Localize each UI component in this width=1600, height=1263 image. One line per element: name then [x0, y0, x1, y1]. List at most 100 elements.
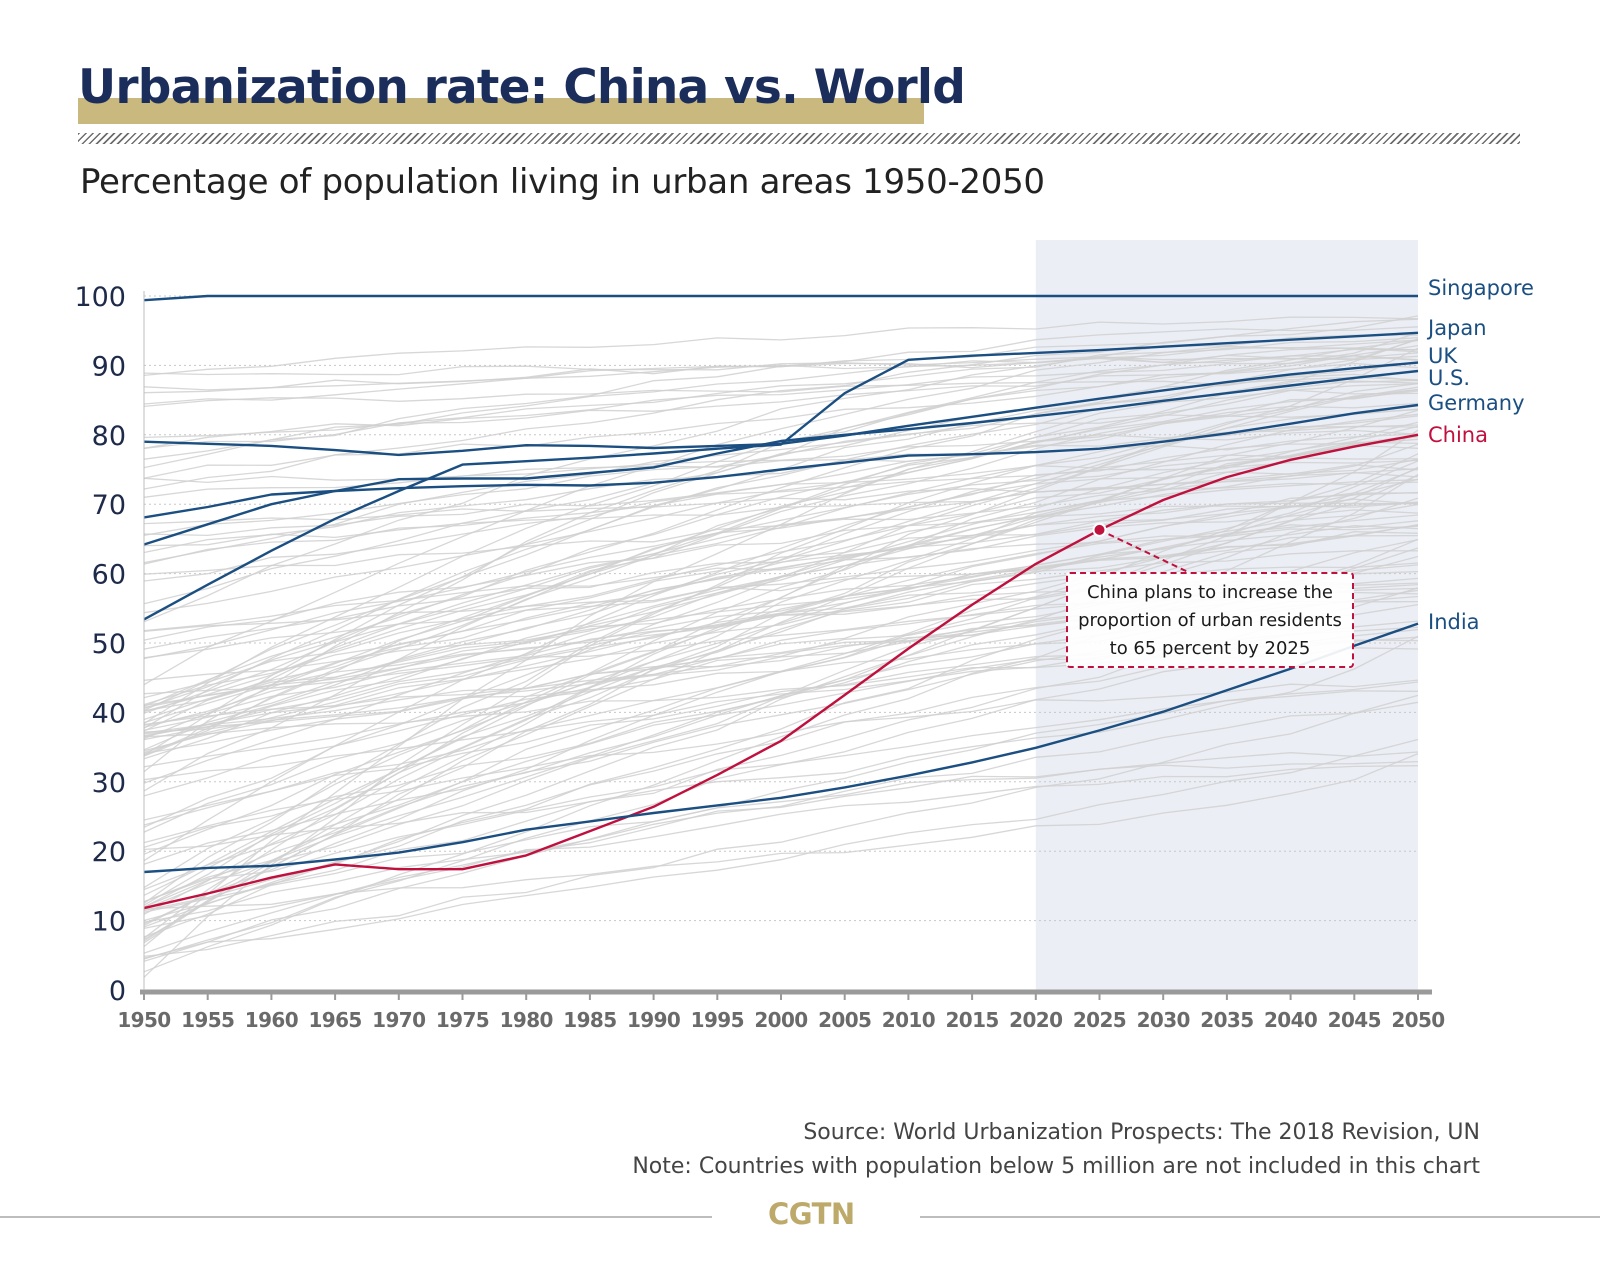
background-country-line	[143, 438, 1419, 944]
background-country-lines-layer	[143, 315, 1419, 978]
series-line-us	[143, 369, 1419, 546]
x-tick-label-2015: 2015	[945, 1008, 998, 1032]
x-tick-label-2040: 2040	[1264, 1008, 1317, 1032]
x-tick-label-1955: 1955	[181, 1008, 234, 1032]
footer-rule-left	[0, 1216, 712, 1218]
series-label-germany: Germany	[1428, 391, 1525, 415]
background-country-line	[143, 502, 1419, 721]
background-country-line	[143, 389, 1419, 711]
x-tick-label-2020: 2020	[1009, 1008, 1062, 1032]
annotation-leader-line	[1099, 528, 1189, 573]
background-country-line	[143, 524, 1419, 707]
background-country-line	[143, 453, 1419, 938]
background-country-line	[143, 471, 1419, 660]
background-country-line	[143, 355, 1419, 449]
y-tick-label-40: 40	[92, 698, 126, 729]
background-country-line	[143, 457, 1419, 732]
background-country-line	[143, 354, 1419, 376]
background-country-line	[143, 491, 1419, 855]
series-line-china	[143, 433, 1419, 910]
x-tick-label-1990: 1990	[627, 1008, 680, 1032]
annotation-layer	[1092, 522, 1189, 573]
background-country-line	[143, 380, 1419, 757]
background-country-line	[143, 390, 1419, 756]
series-label-us: U.S.	[1428, 366, 1470, 390]
series-label-india: India	[1428, 610, 1480, 634]
y-tick-label-80: 80	[92, 421, 126, 452]
background-country-line	[143, 373, 1419, 408]
background-country-line	[143, 326, 1419, 469]
background-country-line	[143, 681, 1419, 962]
y-tick-label-70: 70	[92, 490, 126, 521]
series-label-singapore: Singapore	[1428, 276, 1534, 300]
annotation-line-2: proportion of urban residents	[1078, 610, 1342, 631]
background-country-line	[143, 434, 1419, 862]
chart-title: Urbanization rate: China vs. World	[78, 60, 966, 115]
y-tick-label-30: 30	[92, 768, 126, 799]
background-country-line	[143, 501, 1419, 706]
x-tick-label-2035: 2035	[1200, 1008, 1253, 1032]
x-tick-label-2030: 2030	[1137, 1008, 1190, 1032]
y-tick-label-100: 100	[74, 282, 126, 313]
y-tick-label-50: 50	[92, 629, 126, 660]
background-country-line	[143, 751, 1419, 954]
background-country-line	[143, 429, 1419, 821]
series-line-singapore	[143, 294, 1418, 302]
footer-rule-right	[920, 1216, 1600, 1218]
x-tick-label-1965: 1965	[308, 1008, 361, 1032]
x-tick-label-1995: 1995	[691, 1008, 744, 1032]
series-label-china: China	[1428, 423, 1488, 447]
annotation-point	[1092, 522, 1107, 537]
background-country-line	[143, 752, 1419, 910]
y-tick-label-90: 90	[92, 351, 126, 382]
background-country-line	[143, 509, 1419, 760]
series-line-germany	[143, 403, 1419, 519]
background-country-line	[143, 635, 1419, 851]
x-tick-label-1960: 1960	[245, 1008, 298, 1032]
background-country-line	[143, 334, 1419, 623]
y-tick-label-60: 60	[92, 560, 126, 591]
x-tick-label-2025: 2025	[1073, 1008, 1126, 1032]
background-country-line	[143, 316, 1419, 377]
background-country-line	[143, 467, 1419, 903]
background-country-line	[143, 402, 1419, 707]
background-country-line	[143, 339, 1419, 710]
series-line-india	[143, 622, 1419, 874]
background-country-line	[143, 460, 1419, 738]
background-country-line	[143, 466, 1419, 681]
series-line-uk	[143, 361, 1419, 457]
title-underline-bar	[78, 98, 924, 124]
x-tick-label-1950: 1950	[117, 1008, 170, 1032]
series-label-japan: Japan	[1426, 316, 1487, 340]
cgtn-logo: CGTN	[768, 1197, 855, 1231]
background-country-line	[143, 433, 1419, 484]
background-country-line	[143, 690, 1419, 903]
background-country-line	[143, 409, 1419, 925]
highlighted-series-layer	[143, 294, 1419, 910]
series-labels-layer: Singapore Japan UKU.S.Germany China India	[1426, 276, 1534, 634]
y-tick-label-10: 10	[92, 907, 126, 938]
background-country-line	[143, 425, 1419, 784]
x-tick-label-2050: 2050	[1391, 1008, 1444, 1032]
background-country-line	[143, 458, 1419, 525]
x-tick-label-1970: 1970	[372, 1008, 425, 1032]
y-tick-label-0: 0	[109, 976, 126, 1007]
china-annotation-box: China plans to increase the proportion o…	[1066, 572, 1354, 668]
background-country-line	[143, 474, 1419, 768]
x-tick-label-2045: 2045	[1328, 1008, 1381, 1032]
series-label-uk: UK	[1428, 344, 1458, 368]
background-country-line	[143, 525, 1419, 906]
title-block: Urbanization rate: China vs. World	[78, 58, 966, 124]
hatched-divider	[78, 133, 1520, 144]
x-tick-label-1975: 1975	[436, 1008, 489, 1032]
background-country-line	[143, 550, 1418, 896]
background-country-line	[143, 388, 1419, 740]
x-tick-label-2010: 2010	[882, 1008, 935, 1032]
y-tick-label-20: 20	[92, 837, 126, 868]
annotation-line-1: China plans to increase the	[1086, 582, 1334, 603]
source-note-block: Source: World Urbanization Prospects: Th…	[632, 1116, 1480, 1184]
background-country-line	[143, 738, 1419, 959]
background-country-line	[143, 344, 1419, 439]
